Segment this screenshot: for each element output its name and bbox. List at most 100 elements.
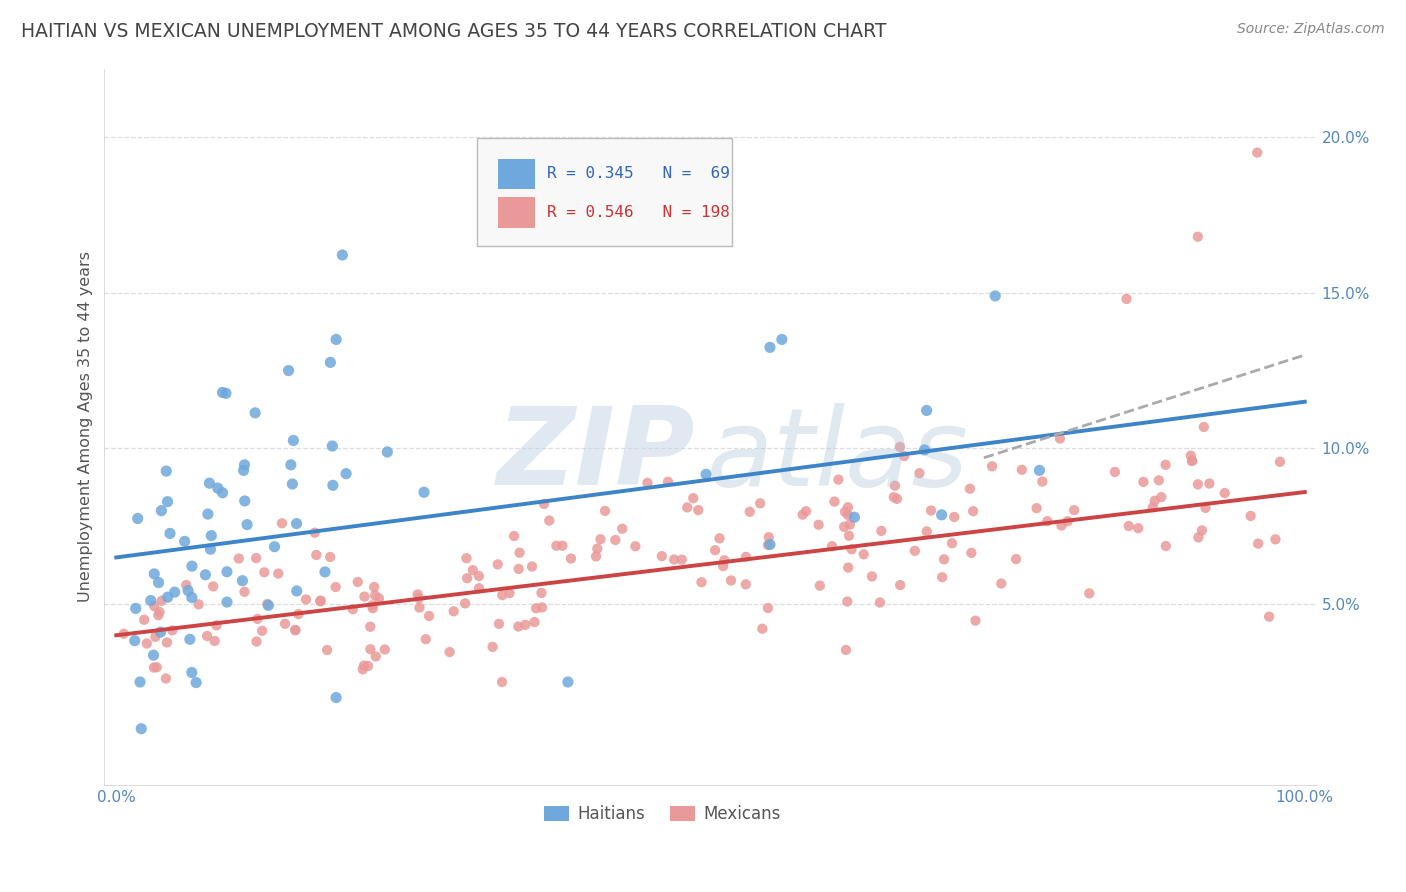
Point [374,642,396,657]
Point [808,579,831,593]
Point [180,665,202,680]
Point [179,632,201,647]
Point [734,577,756,591]
Point [1078,586,1101,600]
Point [246,612,269,626]
Point [456,571,478,585]
Point [904,544,927,558]
Point [129,675,152,690]
Point [509,546,531,560]
Point [662,552,685,566]
Point [807,517,830,532]
Point [758,530,780,544]
Point [215,595,238,609]
Point [756,538,779,552]
Point [263,540,285,554]
Point [330,248,353,262]
Point [560,551,582,566]
Point [682,491,704,505]
Point [284,624,307,638]
Point [870,524,893,538]
Point [439,645,461,659]
Point [984,289,1007,303]
Point [869,595,891,609]
Point [827,473,849,487]
Text: atlas: atlas [707,403,969,508]
Point [139,593,162,607]
Point [271,516,294,531]
Point [832,520,855,534]
Point [624,539,647,553]
Point [173,534,195,549]
Point [155,464,177,478]
Point [142,660,165,674]
Point [148,605,170,619]
Point [1150,490,1173,504]
Point [281,477,304,491]
Point [1118,519,1140,533]
Point [215,386,238,401]
Bar [498,197,534,227]
Point [704,543,727,558]
Point [325,333,347,347]
Point [361,599,384,613]
Point [889,578,911,592]
Legend: Haitians, Mexicans: Haitians, Mexicans [537,799,787,830]
Point [835,643,858,657]
Point [363,580,385,594]
Point [156,635,179,649]
Point [860,569,883,583]
Point [1147,473,1170,487]
Point [515,617,537,632]
Point [159,526,181,541]
Point [605,533,627,547]
Point [1005,552,1028,566]
Point [1154,458,1177,472]
Point [759,537,782,551]
Point [233,584,256,599]
Point [284,623,307,637]
Point [413,485,436,500]
Point [915,524,938,539]
Point [837,508,859,522]
Point [943,510,966,524]
Point [1194,500,1216,515]
Point [135,636,157,650]
Text: R = 0.546   N = 198: R = 0.546 N = 198 [547,205,730,220]
Point [134,613,156,627]
Point [824,494,846,508]
Point [557,675,579,690]
Point [461,563,484,577]
Point [194,567,217,582]
Point [236,517,259,532]
Point [709,532,731,546]
Point [305,548,328,562]
Point [488,616,510,631]
Point [1036,514,1059,528]
Point [204,634,226,648]
Point [321,439,343,453]
Point [205,618,228,632]
Point [589,533,612,547]
Point [454,596,477,610]
Point [538,514,561,528]
Point [1126,521,1149,535]
Point [844,510,866,524]
Point [932,552,955,566]
Point [280,458,302,472]
Point [359,620,381,634]
Point [353,658,375,673]
Point [651,549,673,563]
Point [162,624,184,638]
Point [883,478,905,492]
Point [738,505,761,519]
Point [202,579,225,593]
Point [368,591,391,606]
Point [1187,229,1209,244]
Point [1154,539,1177,553]
Point [965,614,987,628]
Point [149,625,172,640]
Point [359,642,381,657]
Point [112,626,135,640]
Point [1181,454,1204,468]
